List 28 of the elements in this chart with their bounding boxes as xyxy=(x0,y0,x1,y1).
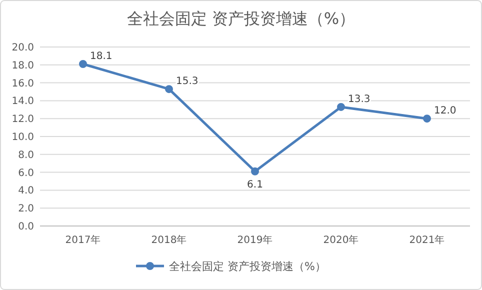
x-tick-label: 2020年 xyxy=(323,234,359,246)
point xyxy=(165,85,173,94)
y-tick-label: 14.0 xyxy=(12,96,34,108)
chart-title: 全社会固定 资产投资增速（%） xyxy=(126,9,356,28)
x-tick-label: 2021年 xyxy=(409,234,445,246)
point xyxy=(423,114,431,123)
data-label: 18.1 xyxy=(90,51,112,62)
y-tick-label: 6.0 xyxy=(18,168,34,179)
y-tick-label: 2.0 xyxy=(18,204,34,215)
data-label: 13.3 xyxy=(348,94,370,105)
point xyxy=(79,60,87,68)
x-tick-label: 2017年 xyxy=(65,234,101,246)
x-tick-label: 2018年 xyxy=(151,234,187,246)
legend-label: 全社会固定 资产投资增速（%） xyxy=(169,260,326,273)
data-label: 12.0 xyxy=(434,106,456,117)
y-tick-label: 10.0 xyxy=(12,132,34,143)
y-tick-label: 20.0 xyxy=(12,42,34,54)
data-label: 15.3 xyxy=(176,76,198,88)
x-tick-label: 2019年 xyxy=(237,234,273,246)
y-tick-label: 8.0 xyxy=(18,150,34,161)
data-label: 6.1 xyxy=(247,179,263,190)
y-tick-label: 12.0 xyxy=(12,114,34,126)
y-tick-label: 16.0 xyxy=(12,78,34,90)
point xyxy=(337,102,345,111)
point xyxy=(251,167,259,176)
y-tick-label: 4.0 xyxy=(18,186,34,197)
y-tick-label: 18.0 xyxy=(12,60,34,72)
y-tick-label: 0.0 xyxy=(18,222,34,232)
